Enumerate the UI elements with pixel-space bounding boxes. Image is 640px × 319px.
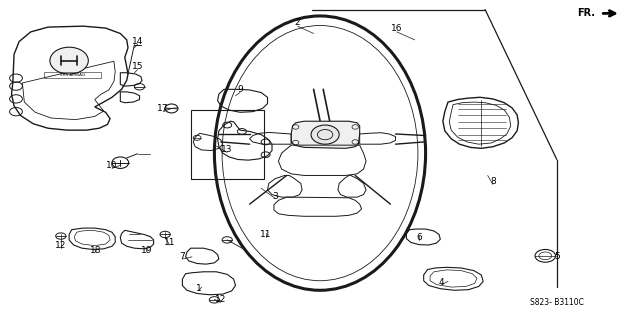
Bar [44, 72, 101, 78]
Text: 16: 16 [391, 24, 403, 33]
Text: 12: 12 [215, 295, 227, 304]
Text: 17: 17 [157, 104, 169, 113]
Text: 8: 8 [490, 177, 495, 186]
Text: 2: 2 [295, 18, 300, 27]
Text: 10: 10 [106, 161, 118, 170]
Text: 11: 11 [260, 230, 271, 239]
Text: 9: 9 [237, 85, 243, 94]
Text: SRS AIRBAG: SRS AIRBAG [60, 73, 85, 77]
Text: 14: 14 [132, 37, 143, 46]
Text: 5: 5 [554, 252, 559, 261]
Text: 12: 12 [55, 241, 67, 250]
Text: 15: 15 [132, 63, 143, 71]
Bar [191, 110, 264, 179]
Text: 19: 19 [141, 246, 153, 255]
Text: FR.: FR. [577, 8, 595, 19]
Text: 4: 4 [439, 278, 444, 287]
Text: S823- B3110C: S823- B3110C [530, 298, 584, 307]
Text: 1: 1 [196, 284, 201, 293]
Ellipse shape [311, 125, 339, 144]
Ellipse shape [50, 47, 88, 74]
Text: 11: 11 [164, 238, 175, 247]
Text: 13: 13 [221, 145, 233, 154]
Text: 18: 18 [90, 246, 102, 255]
Text: 3: 3 [273, 192, 278, 201]
Polygon shape [291, 121, 360, 148]
Text: 6: 6 [417, 233, 422, 242]
Text: 7: 7 [180, 252, 185, 261]
